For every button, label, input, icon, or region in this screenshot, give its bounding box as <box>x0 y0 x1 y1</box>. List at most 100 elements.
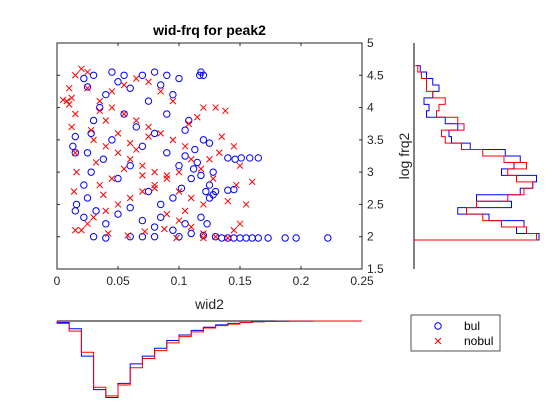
point-nobul <box>206 155 213 163</box>
point-bul <box>150 68 159 76</box>
point-bul <box>83 83 92 91</box>
bottom-histogram <box>56 320 362 398</box>
point-bul <box>126 203 134 212</box>
point-nobul <box>126 194 134 202</box>
point-bul <box>181 126 189 134</box>
point-nobul <box>163 210 171 218</box>
point-bul <box>144 187 153 196</box>
point-nobul <box>187 194 195 202</box>
point-bul <box>193 158 202 167</box>
point-nobul <box>71 226 79 234</box>
y-tick-label: 1.5 <box>367 262 384 276</box>
right-histogram-nobul <box>414 65 537 241</box>
point-bul <box>209 168 217 176</box>
point-bul <box>202 187 210 196</box>
point-bul <box>189 165 198 173</box>
point-nobul <box>68 94 75 102</box>
point-nobul <box>141 228 149 235</box>
point-nobul <box>68 123 75 131</box>
point-nobul <box>200 230 207 237</box>
point-bul <box>138 71 147 79</box>
point-nobul <box>224 197 232 205</box>
point-bul <box>114 78 122 86</box>
point-nobul <box>175 217 183 224</box>
point-bul <box>114 174 122 183</box>
point-bul <box>108 136 116 144</box>
point-nobul <box>102 207 110 215</box>
y-tick-label: 4 <box>367 101 374 115</box>
point-bul <box>126 84 134 92</box>
y-tick-label: 4.5 <box>367 68 384 82</box>
bottom-histogram-bul <box>56 320 362 398</box>
y-tick-label: 3.5 <box>367 133 384 147</box>
point-nobul <box>200 201 207 208</box>
point-bul <box>92 207 100 215</box>
point-nobul <box>65 84 73 92</box>
point-nobul <box>151 181 158 189</box>
right-histogram-steps <box>414 65 540 241</box>
point-bul <box>99 155 108 163</box>
point-bul <box>199 136 208 144</box>
point-bul <box>169 194 177 202</box>
point-bul <box>83 194 92 202</box>
point-nobul <box>145 78 152 86</box>
x-tick-label: 0.1 <box>171 274 188 288</box>
x-tick-label: 0.2 <box>293 274 310 288</box>
point-nobul <box>102 117 110 124</box>
point-bul <box>281 234 289 242</box>
point-nobul <box>71 71 79 79</box>
point-bul <box>181 152 189 160</box>
point-bul <box>205 139 214 147</box>
legend-marker-nobul <box>434 337 442 345</box>
point-nobul <box>139 162 146 170</box>
point-nobul <box>90 213 97 221</box>
point-bul <box>224 154 232 162</box>
point-bul <box>80 74 88 83</box>
point-bul <box>197 213 205 222</box>
point-nobul <box>163 175 171 182</box>
y-axis-label: log frq2 <box>396 132 412 179</box>
point-bul <box>181 220 189 228</box>
point-nobul <box>120 110 128 118</box>
point-nobul <box>65 100 73 108</box>
point-bul <box>254 154 262 162</box>
point-nobul <box>73 168 80 176</box>
point-bul <box>120 110 128 118</box>
point-nobul <box>114 130 122 137</box>
point-bul <box>197 68 205 76</box>
point-bul <box>157 213 165 222</box>
point-nobul <box>236 220 244 228</box>
point-nobul <box>114 149 122 157</box>
y-tick-label: 3 <box>367 165 374 179</box>
point-nobul <box>161 225 168 233</box>
point-bul <box>175 161 183 170</box>
x-tick-label: 0.25 <box>350 274 374 288</box>
point-bul <box>138 216 147 225</box>
point-bul <box>138 142 147 151</box>
right-histogram: log frq2 <box>396 43 540 269</box>
legend-label-nobul: nobul <box>464 334 493 348</box>
x-axis-ticks: 0 0.05 0.1 0.15 0.2 0.25 <box>54 43 374 288</box>
point-bul <box>80 181 88 189</box>
point-nobul <box>163 172 171 179</box>
point-nobul <box>230 142 238 150</box>
legend: bul nobul <box>410 314 501 352</box>
point-nobul <box>232 181 240 189</box>
scatter-axes: 0 0.05 0.1 0.15 0.2 0.25 1.5 2 2.5 3 3.5 4 4.5 5 wid… <box>54 22 384 312</box>
point-bul <box>120 71 128 79</box>
point-nobul <box>96 97 104 105</box>
point-nobul <box>132 75 140 82</box>
y-tick-label: 2 <box>367 230 374 244</box>
point-nobul <box>120 165 128 173</box>
point-nobul <box>84 220 91 228</box>
point-nobul <box>96 181 104 189</box>
point-bul <box>169 226 177 234</box>
point-nobul <box>84 68 91 76</box>
point-nobul <box>71 149 79 157</box>
x-tick-label: 0.15 <box>228 274 252 288</box>
point-nobul <box>185 120 193 128</box>
point-nobul <box>181 207 189 215</box>
point-bul <box>292 234 300 242</box>
point-bul <box>102 220 110 228</box>
point-nobul <box>120 81 128 89</box>
